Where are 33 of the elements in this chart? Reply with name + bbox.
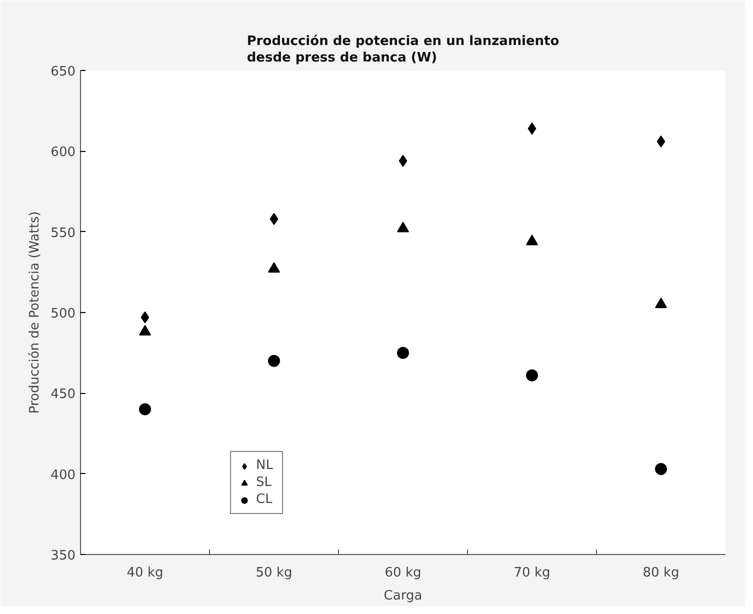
y-tick-label: 650: [50, 64, 76, 80]
y-tick-label: 600: [50, 145, 76, 160]
point: [528, 122, 536, 135]
point: [656, 135, 666, 148]
legend-label: SL: [256, 475, 272, 490]
y-tick-label: 500: [50, 306, 76, 322]
point: [268, 354, 280, 367]
legend-label: CL: [256, 492, 274, 507]
point: [139, 325, 151, 336]
x-tick-label: 80 kg: [642, 566, 680, 580]
x-tick-label: 60 kg: [384, 566, 422, 580]
point: [139, 403, 151, 416]
point: [398, 154, 408, 167]
point: [270, 212, 278, 225]
point: [526, 369, 538, 382]
x-tick-label: 50 kg: [256, 566, 292, 580]
point: [655, 298, 667, 308]
point: [397, 222, 409, 232]
point: [397, 346, 409, 359]
point: [140, 311, 150, 324]
y-axis-title: Producción de Potencia (Watts): [28, 211, 43, 414]
y-tick-label: 450: [50, 387, 76, 402]
y-tick-label: 550: [50, 226, 76, 241]
point: [268, 262, 280, 273]
x-tick-label: 70 kg: [514, 566, 550, 580]
x-tick-label: 40 kg: [126, 566, 164, 580]
y-tick-label: 400: [50, 468, 76, 483]
chart-title: Producción de potencia en un lanzamiento desde press de banca (W): [246, 34, 560, 66]
x-axis-title: Carga: [384, 588, 422, 604]
point: [655, 463, 667, 475]
legend-label: NL: [256, 458, 274, 473]
y-tick-label: 350: [50, 548, 76, 564]
point: [526, 234, 538, 246]
